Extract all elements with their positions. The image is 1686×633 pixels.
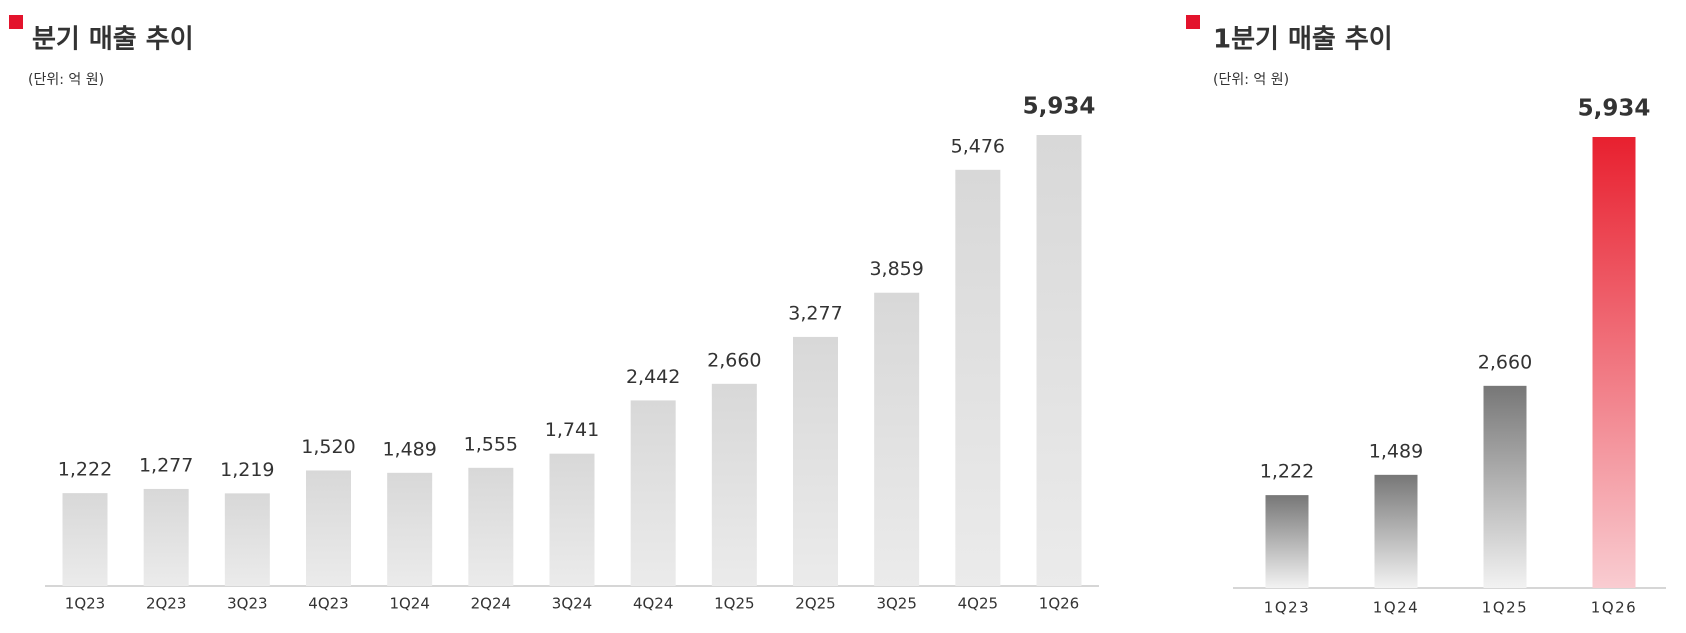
x-tick-label: 2Q24	[471, 595, 511, 613]
bar	[143, 488, 189, 586]
bar	[224, 493, 270, 586]
x-tick-label: 4Q23	[308, 595, 348, 613]
bar	[549, 453, 595, 586]
value-label: 5,934	[1023, 94, 1096, 120]
bar	[468, 467, 514, 586]
value-label: 1,277	[139, 454, 193, 476]
x-tick-label: 1Q24	[389, 595, 429, 613]
chart-title: 분기 매출 추이	[32, 25, 194, 55]
value-label: 1,555	[464, 433, 518, 455]
bar	[955, 169, 1001, 586]
x-tick-label: 1Q25	[714, 595, 754, 613]
chart-subtitle: (단위: 억 원)	[28, 72, 104, 88]
bar	[1265, 495, 1309, 588]
value-label: 1,520	[301, 436, 355, 458]
value-label: 5,934	[1578, 96, 1651, 122]
value-label: 1,741	[545, 419, 599, 441]
bar	[1592, 137, 1636, 588]
chart-subtitle: (단위: 억 원)	[1213, 72, 1289, 88]
bar	[874, 292, 920, 586]
bar	[1483, 385, 1527, 588]
x-tick-label: 1Q25	[1482, 599, 1528, 617]
value-label: 1,219	[220, 459, 274, 481]
bar	[793, 336, 838, 586]
value-label: 3,859	[869, 258, 923, 280]
x-tick-label: 1Q26	[1591, 599, 1637, 617]
x-tick-label: 2Q25	[795, 595, 835, 613]
x-tick-label: 1Q24	[1373, 599, 1419, 617]
title-marker	[9, 15, 23, 29]
x-tick-label: 1Q23	[1264, 599, 1310, 617]
x-tick-label: 1Q26	[1039, 595, 1079, 613]
value-label: 2,660	[707, 349, 761, 371]
x-tick-label: 3Q24	[552, 595, 592, 613]
x-tick-label: 4Q25	[958, 595, 998, 613]
value-label: 5,476	[951, 135, 1005, 157]
bar	[306, 470, 351, 586]
bar	[1374, 474, 1418, 588]
value-label: 2,442	[626, 366, 680, 388]
bar	[711, 383, 757, 586]
bar	[630, 400, 676, 586]
x-tick-label: 4Q24	[633, 595, 673, 613]
title-marker	[1186, 15, 1200, 29]
chart-title: 1분기 매출 추이	[1213, 25, 1393, 55]
value-label: 2,660	[1478, 351, 1532, 373]
value-label: 3,277	[788, 302, 842, 324]
x-tick-label: 3Q23	[227, 595, 267, 613]
value-label: 1,222	[58, 459, 112, 481]
value-label: 1,489	[1369, 440, 1423, 462]
x-tick-label: 1Q23	[65, 595, 105, 613]
value-label: 1,222	[1260, 461, 1314, 483]
bar	[387, 472, 433, 586]
bar	[62, 493, 108, 586]
x-tick-label: 2Q23	[146, 595, 186, 613]
x-tick-label: 3Q25	[876, 595, 916, 613]
bar	[1036, 135, 1082, 586]
value-label: 1,489	[382, 438, 436, 460]
